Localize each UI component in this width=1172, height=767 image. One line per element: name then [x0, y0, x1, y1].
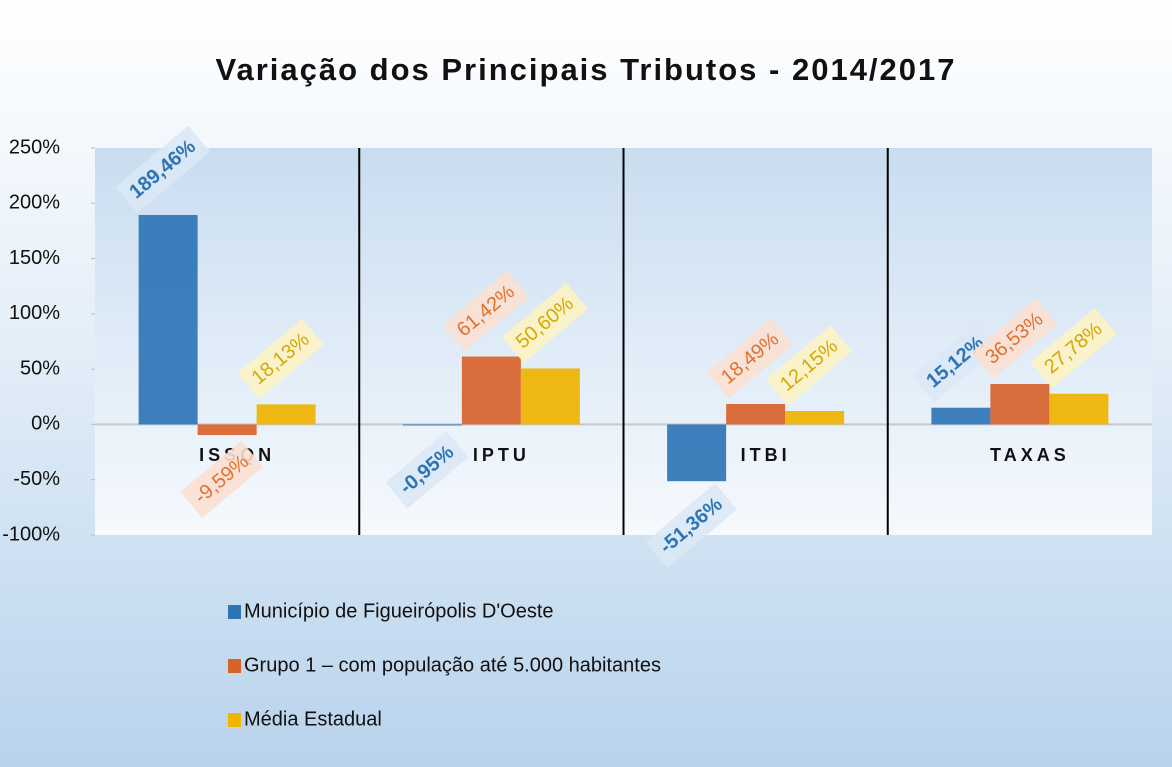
data-label-bg [115, 125, 211, 213]
y-tick-label: 100% [9, 302, 60, 324]
data-label-bg [766, 325, 853, 406]
data-label-bg [501, 282, 589, 363]
data-label-bg [645, 483, 737, 568]
y-tick-label: 150% [9, 247, 60, 269]
legend-label: Média Estadual [244, 708, 382, 730]
data-label-bg [971, 298, 1058, 379]
bar [402, 424, 462, 426]
bar [138, 214, 198, 425]
bar [520, 368, 580, 425]
bar [197, 424, 257, 436]
y-tick-label: -50% [13, 468, 60, 490]
legend-swatch [228, 605, 241, 619]
y-tick-label: 250% [9, 136, 60, 158]
bar [667, 424, 727, 482]
bar [931, 407, 991, 425]
bar [461, 356, 521, 425]
bar [256, 404, 316, 425]
bar [1049, 393, 1109, 425]
x-tick-label: ITBI [741, 445, 791, 465]
legend-label: Município de Figueirópolis D'Oeste [244, 600, 554, 622]
data-label-bg [1030, 308, 1117, 389]
data-label-bg [237, 318, 324, 399]
data-label-bg [442, 270, 530, 351]
legend-swatch [228, 713, 241, 727]
data-label-bg [912, 322, 999, 403]
bar [990, 384, 1050, 425]
bar [785, 410, 845, 425]
y-tick-label: 200% [9, 192, 60, 214]
data-label-bg [385, 431, 469, 509]
legend-swatch [228, 659, 241, 673]
y-tick-label: -100% [2, 523, 60, 545]
data-label-bg [707, 318, 794, 399]
legend-label: Grupo 1 – com população até 5.000 habita… [244, 654, 661, 676]
bar [726, 403, 786, 425]
y-tick-label: 50% [20, 357, 60, 379]
chart-title: Variação dos Principais Tributos - 2014/… [215, 52, 956, 87]
x-tick-label: IPTU [473, 445, 530, 465]
x-tick-label: TAXAS [990, 445, 1070, 465]
y-tick-label: 0% [31, 413, 60, 435]
data-label-bg [180, 440, 264, 519]
